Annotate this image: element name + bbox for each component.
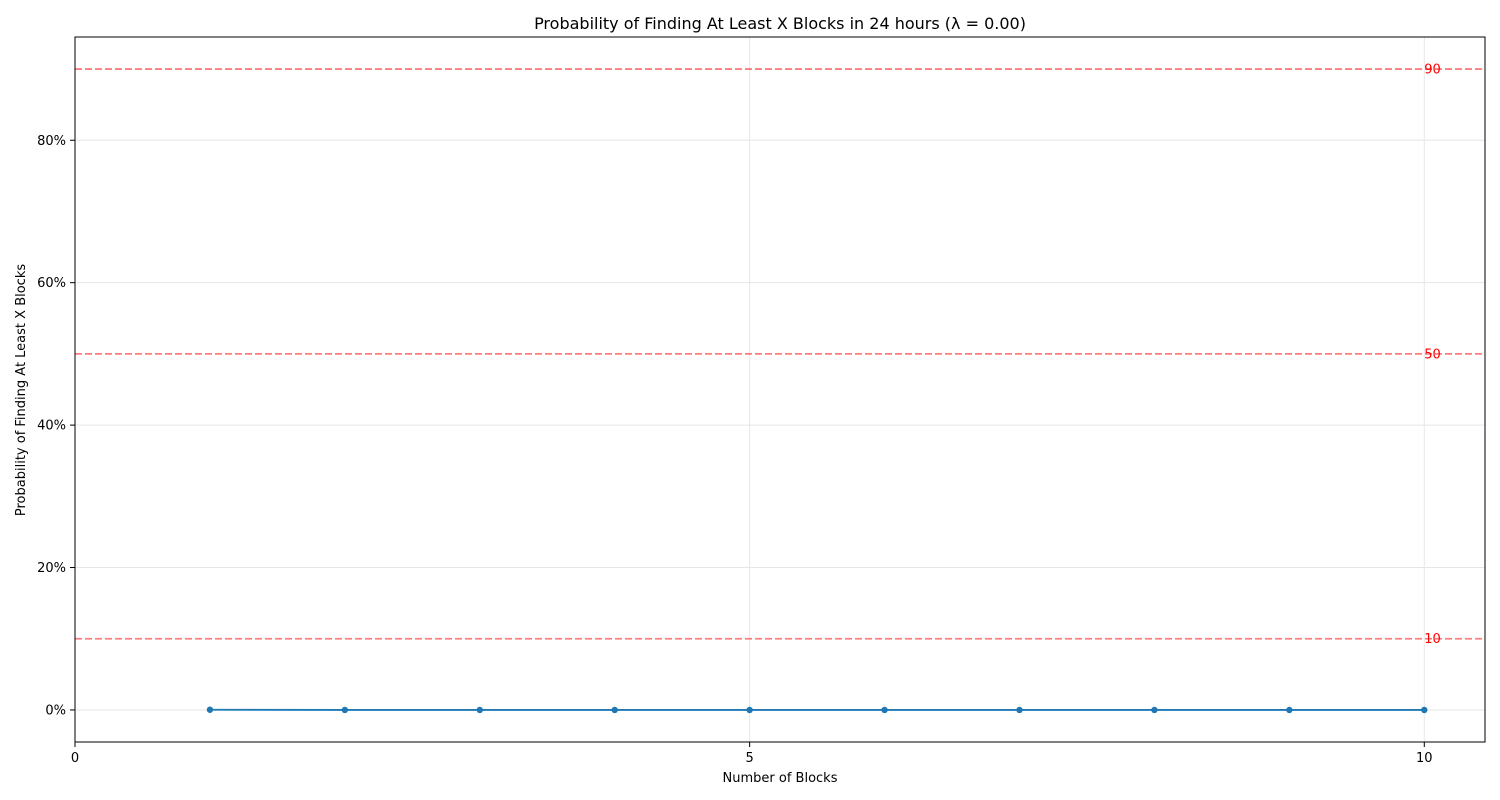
y-axis-label: Probability of Finding At Least X Blocks: [14, 264, 29, 516]
data-point: [1016, 706, 1023, 714]
data-point: [1286, 706, 1293, 714]
x-tick-label: 10: [1416, 751, 1433, 766]
data-point: [1151, 706, 1158, 714]
data-point: [476, 706, 483, 714]
x-axis-label: Number of Blocks: [723, 771, 838, 786]
data-point: [341, 706, 349, 714]
data-point: [206, 706, 214, 713]
chart-title: Probability of Finding At Least X Blocks…: [534, 14, 1026, 33]
x-axis-ticks: 0 5 10: [71, 742, 1433, 766]
y-tick-label: 40%: [37, 419, 66, 434]
reference-line-label: 10: [1424, 632, 1441, 647]
reference-lines: 90 50 10: [75, 63, 1485, 647]
y-tick-label: 80%: [37, 134, 66, 149]
y-tick-label: 20%: [37, 561, 66, 576]
y-axis-ticks: 0% 20% 40% 60% 80%: [37, 134, 75, 718]
series: [206, 706, 1428, 714]
reference-line-label: 50: [1424, 347, 1441, 362]
data-point: [746, 706, 753, 714]
y-tick-label: 0%: [45, 703, 66, 718]
data-point: [881, 706, 888, 714]
plot-frame: [74, 36, 1486, 743]
data-point: [1421, 706, 1428, 714]
x-tick-label: 5: [746, 751, 754, 766]
x-tick-label: 0: [71, 751, 79, 766]
grid: [74, 37, 1485, 742]
reference-line-label: 90: [1424, 63, 1441, 78]
data-point: [611, 706, 618, 714]
y-tick-label: 60%: [37, 276, 66, 291]
